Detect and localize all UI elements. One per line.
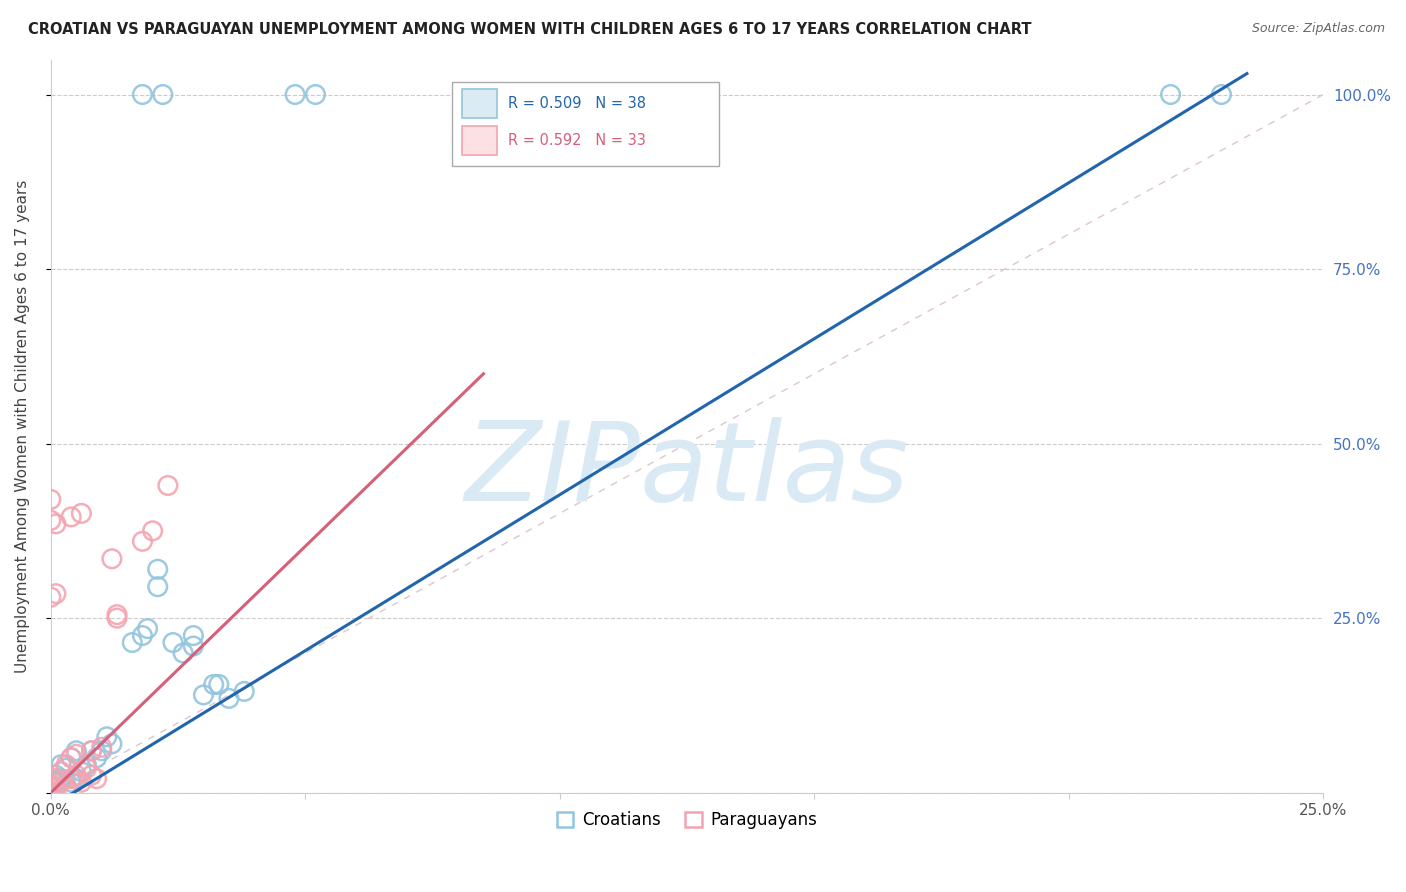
Point xyxy=(70,775,93,789)
Point xyxy=(105,611,128,625)
Point xyxy=(90,740,112,755)
Bar xyxy=(461,89,498,119)
Point xyxy=(183,639,205,653)
Point xyxy=(105,607,128,622)
Point xyxy=(208,677,231,691)
Text: CROATIAN VS PARAGUAYAN UNEMPLOYMENT AMONG WOMEN WITH CHILDREN AGES 6 TO 17 YEARS: CROATIAN VS PARAGUAYAN UNEMPLOYMENT AMON… xyxy=(28,22,1032,37)
FancyBboxPatch shape xyxy=(451,81,718,166)
Point xyxy=(39,492,62,507)
Point xyxy=(146,580,169,594)
Point xyxy=(65,747,87,762)
Point xyxy=(162,635,184,649)
Point xyxy=(45,775,67,789)
Point xyxy=(121,635,143,649)
Point xyxy=(39,779,62,793)
Point xyxy=(86,772,108,786)
Point xyxy=(304,87,326,102)
Point xyxy=(55,779,77,793)
Point xyxy=(70,764,93,779)
Point xyxy=(65,772,87,786)
Point xyxy=(60,509,83,524)
Point xyxy=(80,744,103,758)
Point xyxy=(75,757,97,772)
Point xyxy=(96,730,118,744)
Point xyxy=(152,87,174,102)
Point xyxy=(60,750,83,764)
Point xyxy=(70,507,93,521)
Point xyxy=(45,772,67,786)
Point xyxy=(193,688,215,702)
Point xyxy=(86,750,108,764)
Point xyxy=(284,87,307,102)
Point xyxy=(1211,87,1233,102)
Point xyxy=(45,786,67,800)
Y-axis label: Unemployment Among Women with Children Ages 6 to 17 years: Unemployment Among Women with Children A… xyxy=(15,179,30,673)
Point xyxy=(39,513,62,527)
Point xyxy=(101,551,124,566)
Point xyxy=(55,757,77,772)
Point xyxy=(101,737,124,751)
Text: R = 0.592   N = 33: R = 0.592 N = 33 xyxy=(508,133,645,148)
Point xyxy=(146,562,169,576)
Point xyxy=(45,516,67,531)
Point xyxy=(80,768,103,782)
Bar xyxy=(461,126,498,155)
Point xyxy=(45,587,67,601)
Point xyxy=(60,750,83,764)
Point xyxy=(39,782,62,797)
Point xyxy=(142,524,165,538)
Point xyxy=(80,744,103,758)
Point xyxy=(45,768,67,782)
Point xyxy=(60,775,83,789)
Point xyxy=(55,780,77,794)
Text: ZIPatlas: ZIPatlas xyxy=(465,417,910,524)
Point xyxy=(60,772,83,786)
Legend: Croatians, Paraguayans: Croatians, Paraguayans xyxy=(550,805,824,836)
Point xyxy=(202,677,225,691)
Point xyxy=(65,768,87,782)
Point xyxy=(39,590,62,604)
Point xyxy=(49,764,72,779)
Point xyxy=(131,87,153,102)
Point xyxy=(45,779,67,793)
Point xyxy=(49,772,72,786)
Point xyxy=(49,775,72,789)
Point xyxy=(131,629,153,643)
Point xyxy=(136,622,159,636)
Point xyxy=(90,744,112,758)
Point xyxy=(131,534,153,549)
Text: Source: ZipAtlas.com: Source: ZipAtlas.com xyxy=(1251,22,1385,36)
Point xyxy=(218,691,240,706)
Point xyxy=(183,629,205,643)
Point xyxy=(49,757,72,772)
Point xyxy=(39,786,62,800)
Point xyxy=(75,761,97,775)
Point xyxy=(39,779,62,793)
Text: R = 0.509   N = 38: R = 0.509 N = 38 xyxy=(508,96,645,112)
Point xyxy=(172,646,194,660)
Point xyxy=(1160,87,1182,102)
Point xyxy=(65,744,87,758)
Point xyxy=(55,761,77,775)
Point xyxy=(233,684,256,698)
Point xyxy=(156,478,179,492)
